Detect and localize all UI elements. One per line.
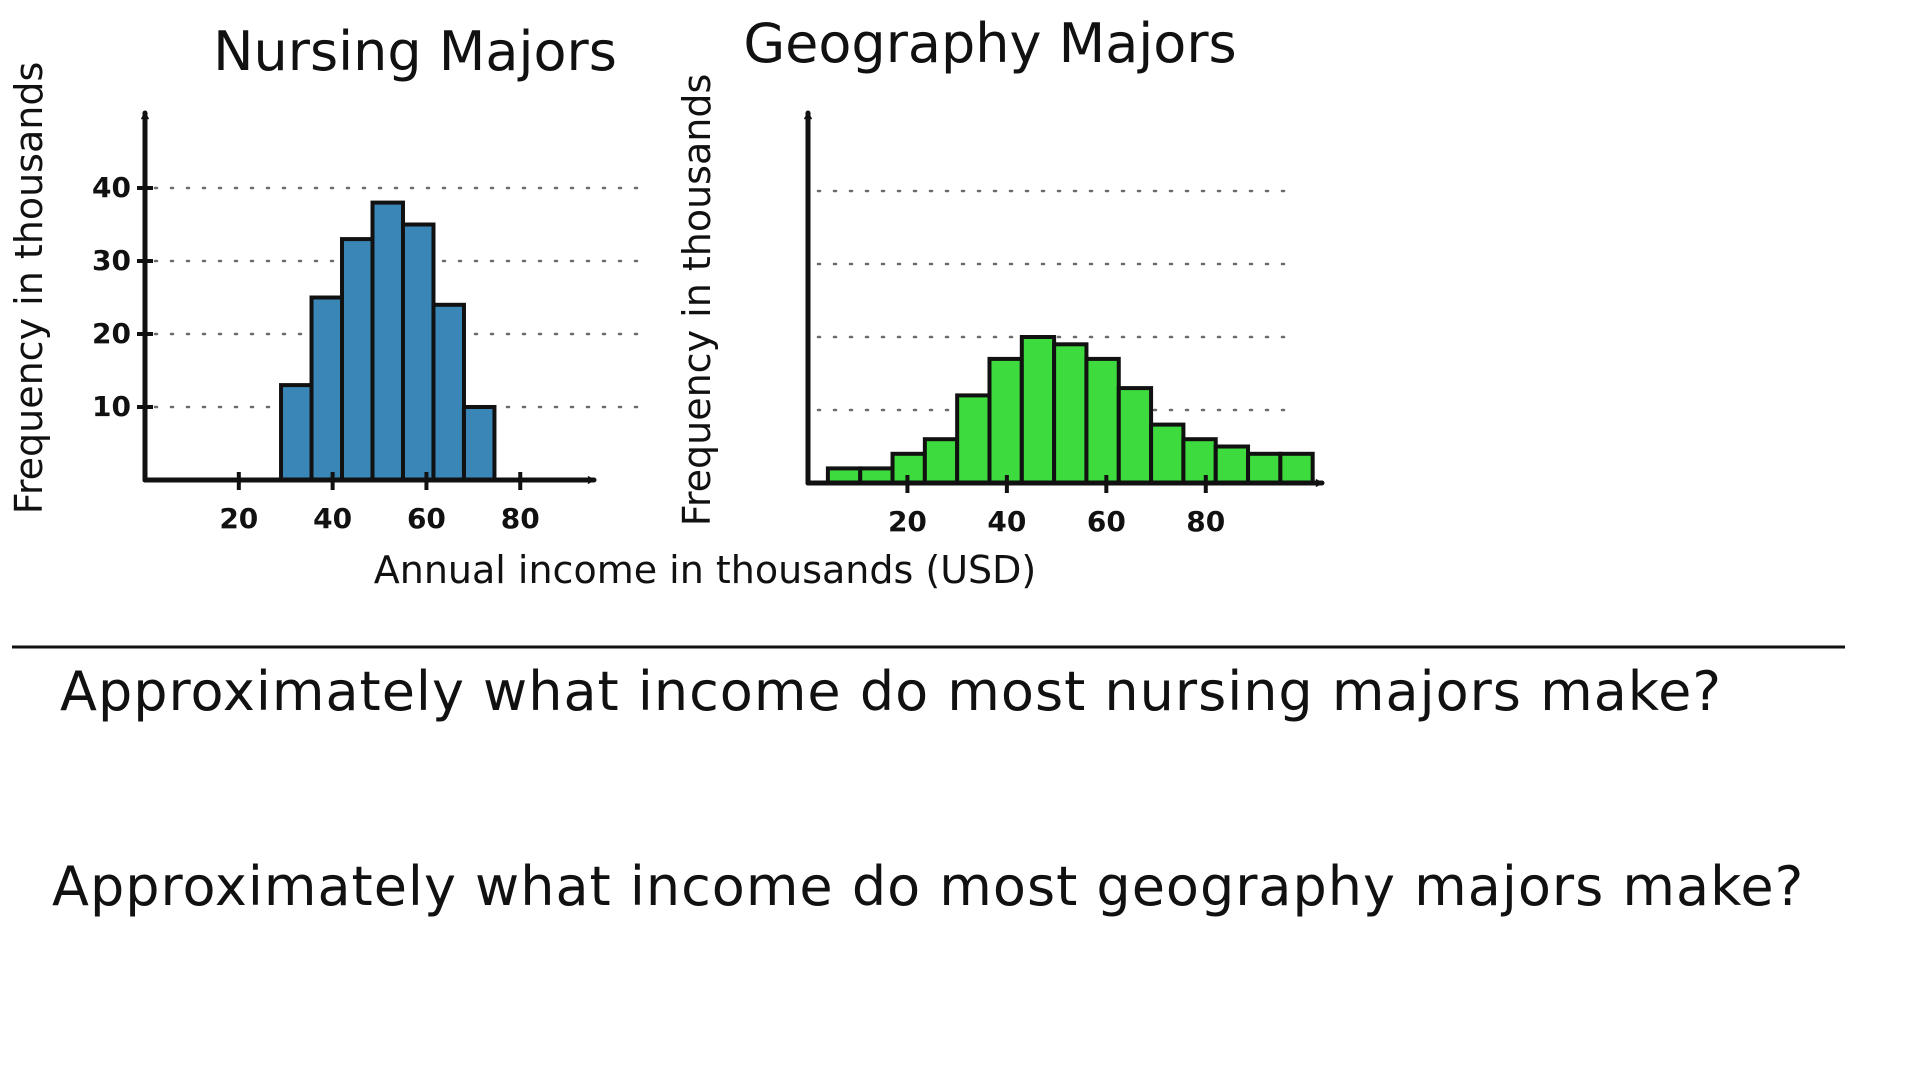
geography-grid (816, 189, 1294, 412)
nursing-chart: Nursing Majors Frequency in thousands 20… (7, 20, 652, 535)
nursing-y-tick-label: 20 (92, 317, 131, 350)
geography-chart-title: Geography Majors (743, 12, 1236, 75)
question-geography: Approximately what income do most geogra… (52, 855, 1804, 918)
geography-x-tick-label: 60 (1087, 505, 1126, 538)
geography-x-tick-label: 20 (888, 505, 927, 538)
nursing-bar (309, 295, 345, 482)
nursing-y-axis-title: Frequency in thousands (7, 62, 51, 515)
geography-bar (1019, 335, 1057, 485)
nursing-bar (279, 383, 314, 483)
nursing-y-tick-label: 10 (92, 390, 131, 423)
geography-bar (1149, 422, 1186, 486)
nursing-ticks: 20 40 60 80 10 20 30 40 (92, 171, 540, 535)
nursing-y-tick-label: 30 (92, 244, 131, 277)
geography-y-axis-title: Frequency in thousands (675, 74, 719, 527)
question-nursing: Approximately what income do most nursin… (60, 660, 1722, 723)
nursing-x-tick-label: 80 (501, 502, 540, 535)
nursing-bar (370, 200, 405, 482)
geography-bar (955, 393, 992, 485)
nursing-bar (461, 405, 497, 482)
geography-bar (1181, 437, 1218, 486)
geography-ticks: 20 40 60 80 (888, 475, 1225, 538)
nursing-x-tick-label: 20 (219, 502, 258, 535)
nursing-bars (279, 200, 497, 483)
nursing-x-tick-label: 40 (313, 502, 352, 535)
geography-bar (1246, 451, 1283, 485)
nursing-chart-title: Nursing Majors (213, 20, 617, 83)
geography-chart: Geography Majors Frequency in thousands … (675, 12, 1325, 538)
geography-bars (825, 335, 1315, 486)
geography-bar (1052, 342, 1089, 485)
geography-bar (922, 437, 960, 486)
geography-x-tick-label: 40 (987, 505, 1026, 538)
geography-x-tick-label: 80 (1186, 505, 1225, 538)
nursing-y-tick-label: 40 (92, 171, 131, 204)
geography-bar (1084, 356, 1121, 485)
nursing-bar (431, 302, 466, 482)
nursing-x-tick-label: 60 (407, 502, 446, 535)
nursing-grid (153, 186, 652, 409)
shared-x-axis-title: Annual income in thousands (USD) (374, 548, 1036, 592)
geography-bar (1278, 451, 1315, 485)
geography-bar (987, 356, 1024, 485)
geography-bar (1213, 444, 1251, 485)
geography-bar (1116, 386, 1154, 486)
nursing-bar (400, 222, 436, 482)
nursing-bar (340, 237, 375, 482)
